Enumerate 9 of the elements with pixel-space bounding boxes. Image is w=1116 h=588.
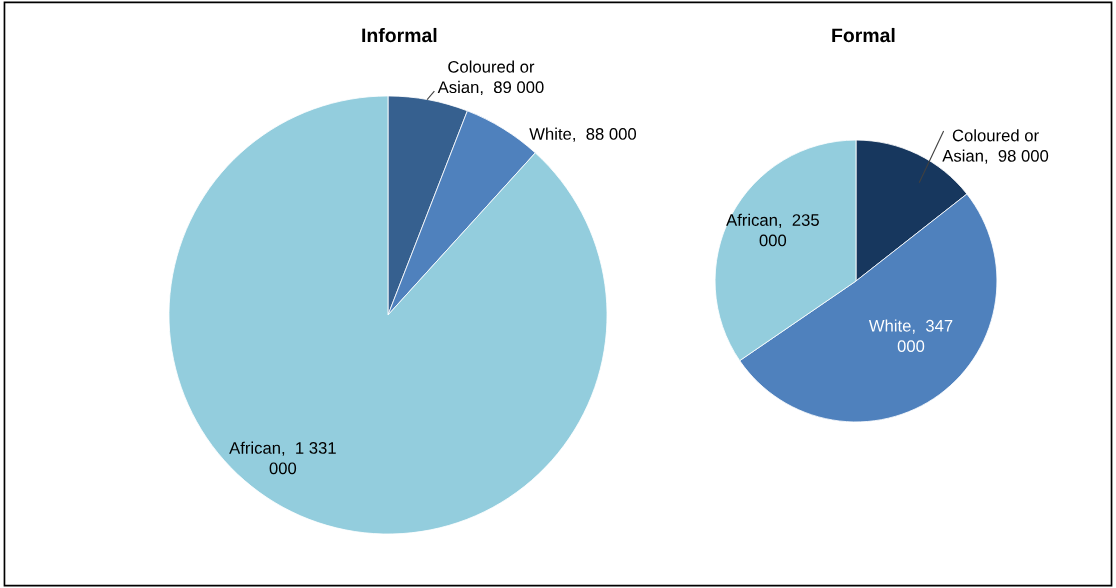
slice-label: African, 1 331 000 [229, 441, 336, 475]
pie-slice [168, 95, 608, 535]
chart-title: Informal [362, 27, 437, 43]
slice-label: African, 235 000 [726, 213, 819, 247]
slice-label: White, 88 000 [529, 127, 637, 142]
slice-label: Coloured or Asian, 98 000 [942, 129, 1049, 164]
slice-label: White, 347 000 [868, 319, 953, 353]
slice-label: Coloured or Asian, 89 000 [437, 60, 544, 96]
chart-title: Formal [832, 27, 895, 43]
